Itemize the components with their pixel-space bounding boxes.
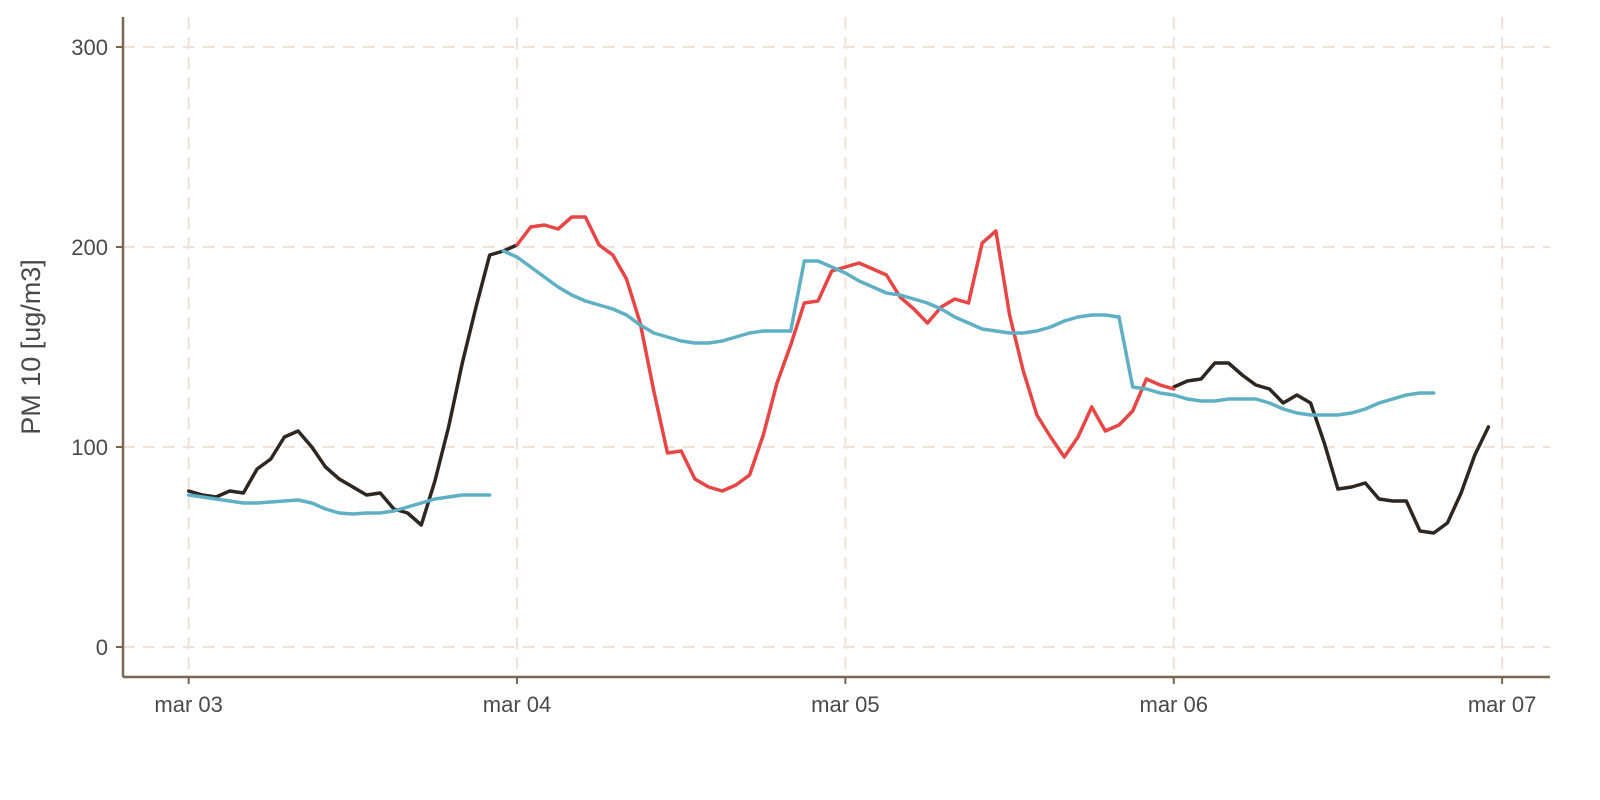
series-line-model-day4 bbox=[1117, 315, 1436, 417]
series-line-forecast-day3 bbox=[843, 229, 1176, 459]
x-tick-label: mar 05 bbox=[811, 692, 879, 717]
x-tick-label: mar 06 bbox=[1140, 692, 1208, 717]
series-line-model-day1 bbox=[186, 493, 492, 516]
grid bbox=[123, 17, 1550, 677]
series-line-forecast-day2 bbox=[515, 215, 848, 493]
x-tick-label: mar 03 bbox=[154, 692, 222, 717]
axes bbox=[116, 17, 1550, 684]
y-tick-label: 200 bbox=[71, 235, 108, 260]
y-tick-label: 300 bbox=[71, 35, 108, 60]
x-tick-label: mar 04 bbox=[483, 692, 551, 717]
series-line-model-day2 bbox=[501, 249, 793, 345]
series-line-model-day3 bbox=[788, 259, 1121, 335]
series-line-observed-day4 bbox=[1172, 361, 1491, 535]
tick-labels: 0 100 200 300 mar 03 mar 04 mar 05 mar 06 mar 07 bbox=[71, 35, 1536, 717]
y-axis-title: PM 10 [ug/m3] bbox=[16, 259, 46, 435]
y-tick-label: 0 bbox=[96, 635, 108, 660]
series-line-observed-day1 bbox=[186, 243, 519, 527]
x-tick-label: mar 07 bbox=[1468, 692, 1536, 717]
y-tick-label: 100 bbox=[71, 435, 108, 460]
series bbox=[186, 215, 1491, 535]
